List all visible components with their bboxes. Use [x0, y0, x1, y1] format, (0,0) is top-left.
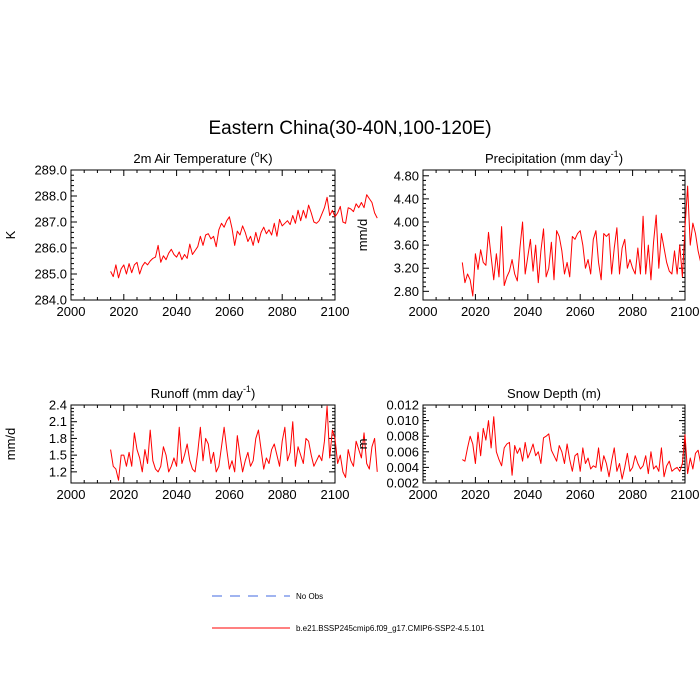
x-tick-label: 2040 [162, 487, 191, 502]
series-line [110, 194, 378, 279]
y-tick-label: 0.004 [386, 460, 419, 475]
y-axis-label: m [355, 439, 370, 450]
x-tick-label: 2000 [57, 304, 86, 319]
x-tick-label: 2000 [57, 487, 86, 502]
subplot-title-sup: o [255, 149, 260, 159]
x-tick-label: 2100 [671, 487, 700, 502]
x-tick-label: 2020 [109, 304, 138, 319]
series-line [462, 416, 700, 480]
plot-frame [422, 404, 686, 484]
y-tick-label: 284.0 [34, 293, 67, 308]
chart-precipitation: 2000 2020 2040 2060 2080 2100 2.80 3.20 3.60 4.00… [355, 149, 700, 319]
panels-group: 2000 2020 2040 2060 2080 2100 284.0 285.0 286.0 2… [3, 149, 700, 502]
y-tick-label: 1.2 [49, 464, 67, 479]
subplot-title-main: Snow Depth (m) [507, 386, 601, 401]
x-tick-label: 2000 [409, 487, 438, 502]
legend-model-label: b.e21.BSSP245cmip6.f09_g17.CMIP6-SSP2-4.… [296, 624, 485, 633]
x-tick-label: 2020 [109, 487, 138, 502]
y-tick-label: 2.4 [49, 398, 67, 413]
y-tick-label: 2.1 [49, 414, 67, 429]
subplot-title: Snow Depth (m) [507, 386, 601, 401]
chart-temperature: 2000 2020 2040 2060 2080 2100 284.0 285.0 286.0 2… [3, 149, 378, 319]
x-tick-label: 2080 [618, 487, 647, 502]
y-tick-label: 3.20 [394, 261, 419, 276]
x-tick-label: 2040 [162, 304, 191, 319]
x-tick-label: 2060 [215, 304, 244, 319]
y-tick-label: 4.00 [394, 215, 419, 230]
y-tick-label: 4.80 [394, 168, 419, 183]
subplot-title: 2m Air Temperature (oK) [133, 149, 272, 166]
y-tick-label: 4.40 [394, 191, 419, 206]
y-axis-label: mm/d [3, 428, 18, 461]
y-tick-label: 0.010 [386, 413, 419, 428]
y-tick-label: 289.0 [34, 163, 67, 178]
figure-title: Eastern China(30-40N,100-120E) [208, 118, 491, 139]
subplot-title: Precipitation (mm day-1) [485, 149, 623, 166]
x-tick-label: 2020 [461, 487, 490, 502]
y-tick-label: 288.0 [34, 189, 67, 204]
y-axis-label: mm/d [355, 219, 370, 252]
x-tick-label: 2020 [461, 304, 490, 319]
x-tick-label: 2060 [215, 487, 244, 502]
x-tick-label: 2080 [618, 304, 647, 319]
x-tick-label: 2080 [268, 304, 297, 319]
y-tick-label: 0.006 [386, 444, 419, 459]
plot-frame [70, 169, 336, 301]
x-tick-label: 2000 [409, 304, 438, 319]
plot-frame [70, 404, 336, 484]
y-axis-label: K [3, 230, 18, 239]
y-tick-label: 1.5 [49, 448, 67, 463]
subplot-title-sup: -1 [243, 384, 251, 394]
legend-no-obs-label: No Obs [296, 592, 323, 601]
x-tick-label: 2060 [566, 304, 595, 319]
series-line [461, 185, 700, 297]
x-tick-label: 2100 [671, 304, 700, 319]
subplot-title: Runoff (mm day-1) [151, 384, 256, 401]
x-tick-label: 2080 [268, 487, 297, 502]
y-tick-label: 0.002 [386, 476, 419, 491]
chart-runoff: 2000 2020 2040 2060 2080 2100 1.21.5 1.8 2.12.4 R… [3, 384, 378, 502]
y-tick-label: 285.0 [34, 267, 67, 282]
y-tick-label: 1.8 [49, 431, 67, 446]
subplot-title-end: ) [251, 386, 255, 401]
y-tick-label: 0.008 [386, 429, 419, 444]
chart-snow-depth: 2000 2020 2040 2060 2080 21000.0020.0040.0060… [355, 386, 700, 502]
subplot-title-sup: -1 [611, 149, 619, 159]
subplot-title-main: Precipitation (mm day [485, 151, 611, 166]
subplot-title-end: K) [260, 151, 273, 166]
y-tick-label: 287.0 [34, 215, 67, 230]
subplot-title-end: ) [619, 151, 623, 166]
y-tick-label: 286.0 [34, 241, 67, 256]
x-tick-label: 2060 [566, 487, 595, 502]
x-tick-label: 2100 [321, 487, 350, 502]
y-tick-label: 0.012 [386, 398, 419, 413]
x-tick-label: 2040 [513, 487, 542, 502]
subplot-title-main: Runoff (mm day [151, 386, 244, 401]
series-line [110, 405, 378, 481]
subplot-title-main: 2m Air Temperature ( [133, 151, 255, 166]
plot-frame [422, 169, 686, 301]
y-tick-label: 3.60 [394, 238, 419, 253]
legend: No Obs b.e21.BSSP245cmip6.f09_g17.CMIP6-… [212, 592, 485, 633]
x-tick-label: 2040 [513, 304, 542, 319]
y-tick-label: 2.80 [394, 284, 419, 299]
x-tick-label: 2100 [321, 304, 350, 319]
